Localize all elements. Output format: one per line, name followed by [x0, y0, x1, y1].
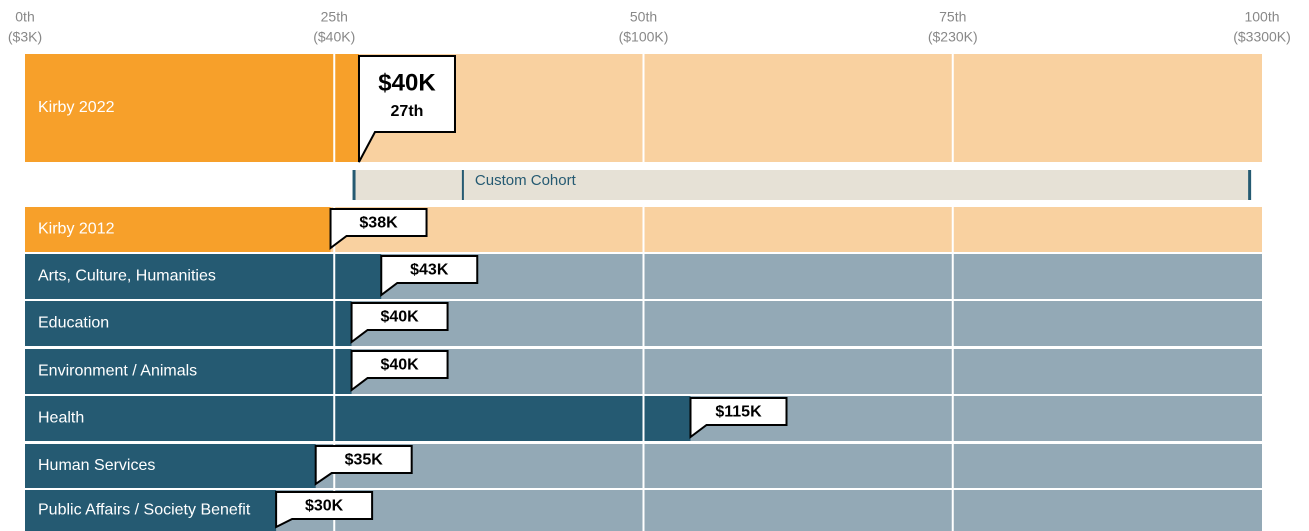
callout-value: $40K [378, 69, 436, 96]
x-tick-label: 100th [1244, 9, 1279, 25]
callout [275, 491, 374, 529]
row-label: Kirby 2022 [38, 99, 115, 116]
bar [25, 490, 277, 531]
callout-value: $38K [359, 215, 398, 232]
row-label: Arts, Culture, Humanities [38, 268, 216, 285]
cohort-label: Custom Cohort [475, 172, 577, 189]
x-tick-sublabel: ($3K) [8, 29, 42, 45]
callout [350, 350, 449, 392]
row-label: Education [38, 315, 109, 332]
callout-percentile: 27th [391, 103, 424, 120]
x-tick-sublabel: ($230K) [928, 29, 978, 45]
bar [25, 444, 316, 488]
x-tick-label: 25th [321, 9, 348, 25]
bar [25, 254, 382, 299]
callout [357, 55, 456, 163]
row-label: Health [38, 410, 84, 427]
bar [25, 207, 331, 252]
x-tick-label: 50th [630, 9, 657, 25]
row-label: Human Services [38, 457, 155, 474]
bar [25, 396, 691, 441]
x-tick-sublabel: ($40K) [313, 29, 355, 45]
bar [25, 54, 359, 162]
bar [25, 301, 352, 346]
row-label: Public Affairs / Society Benefit [38, 502, 251, 519]
x-tick-sublabel: ($3300K) [1233, 29, 1291, 45]
callout-value: $40K [380, 357, 419, 374]
callout-value: $35K [345, 452, 384, 469]
bar [25, 349, 352, 394]
row-label: Kirby 2012 [38, 221, 115, 238]
callout [329, 208, 428, 250]
callout-value: $30K [305, 498, 344, 515]
x-tick-label: 0th [15, 9, 34, 25]
callout [314, 445, 413, 486]
callout [689, 397, 788, 439]
cohort-band [354, 170, 1250, 200]
callout [380, 255, 479, 297]
callout-value: $40K [380, 309, 419, 326]
callout-value: $43K [410, 262, 449, 279]
row-label: Environment / Animals [38, 363, 197, 380]
callout-value: $115K [715, 404, 762, 421]
x-tick-label: 75th [939, 9, 966, 25]
x-tick-sublabel: ($100K) [619, 29, 669, 45]
callout [350, 302, 449, 344]
